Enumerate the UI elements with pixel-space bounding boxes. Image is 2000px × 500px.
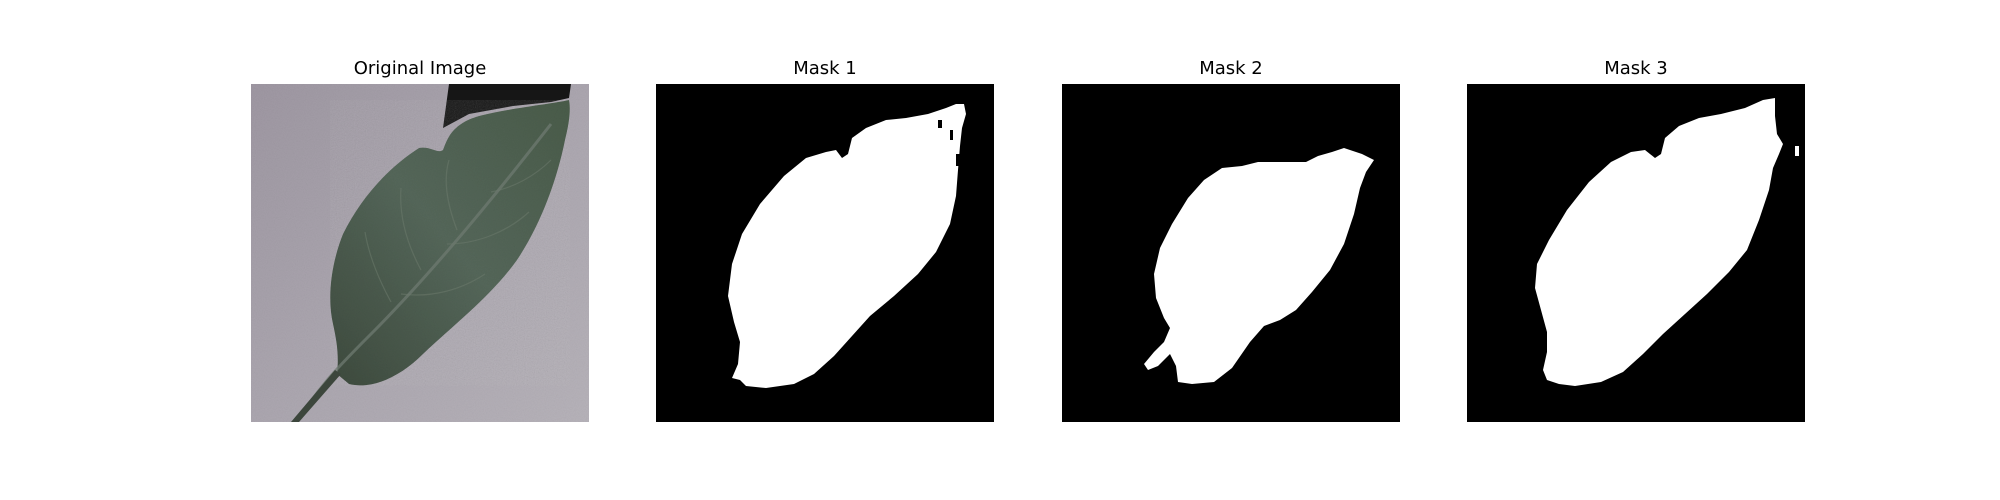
leaf-veins: [364, 159, 552, 303]
mask-1-gap: [950, 130, 953, 140]
panel-title-mask-2: Mask 2: [1199, 58, 1263, 79]
mask-1-region: [728, 104, 966, 388]
original-image: [251, 84, 589, 422]
panel-title-original-image: Original Image: [353, 58, 487, 79]
panel-title-mask-1: Mask 1: [793, 58, 857, 79]
shadow-region: [443, 84, 571, 128]
mask-3-region: [1535, 98, 1783, 386]
mask-2-panel: [1062, 84, 1400, 422]
mask-1-gap: [956, 154, 960, 166]
original-image-panel: [251, 84, 589, 422]
mask-1-gap: [938, 120, 942, 128]
mask-3-speck: [1795, 146, 1799, 156]
mask-3-image: [1467, 84, 1805, 422]
panel-title-mask-3: Mask 3: [1604, 58, 1668, 79]
mask-3-panel: [1467, 84, 1805, 422]
mask-2-image: [1062, 84, 1400, 422]
mask-1-image: [656, 84, 994, 422]
mask-1-panel: [656, 84, 994, 422]
leaf-stem: [291, 370, 341, 422]
mask-2-region: [1144, 148, 1374, 384]
